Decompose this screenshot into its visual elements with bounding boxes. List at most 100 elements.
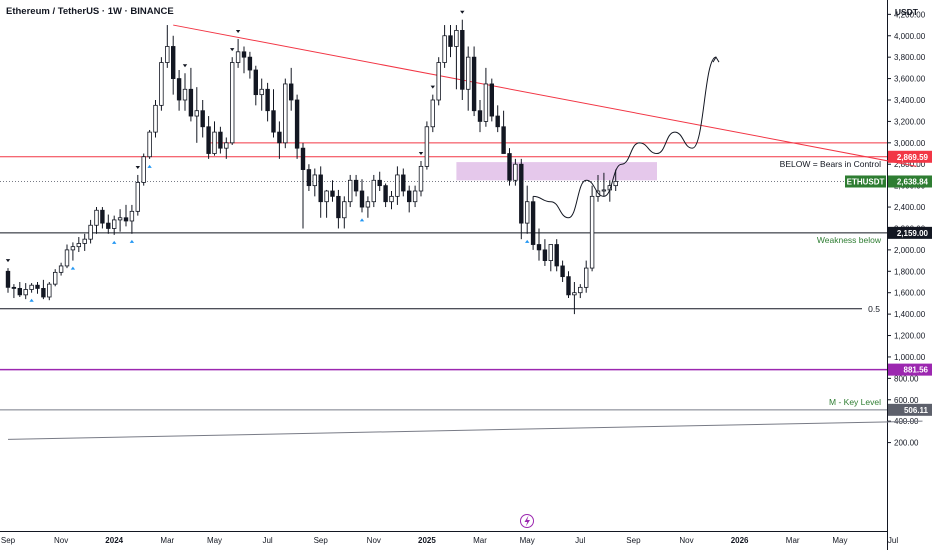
candle (589, 195, 595, 269)
lightning-bolt-glyph (524, 515, 530, 527)
x-tick-label: May (832, 536, 847, 545)
x-tick-label: Nov (679, 536, 693, 545)
sell-signal-marker (230, 48, 235, 52)
candle (265, 88, 270, 112)
buy-signal-marker (359, 218, 365, 222)
candle (471, 56, 477, 112)
candle (100, 209, 105, 224)
candle (306, 169, 312, 187)
buy-signal-marker (112, 240, 117, 244)
candle (436, 62, 441, 101)
candle (548, 244, 553, 261)
buy-signal-marker (29, 298, 34, 302)
candle (584, 267, 589, 288)
y-tick-label: 1,800.00 (894, 267, 926, 276)
x-tick-label: Mar (786, 536, 800, 545)
chart-title: Ethereum / TetherUS · 1W · BINANCE (6, 6, 174, 17)
candle (70, 246, 76, 251)
sell-signal-marker (460, 10, 465, 14)
candle (465, 56, 471, 90)
candle (430, 99, 435, 128)
candle (35, 284, 40, 289)
candle (176, 78, 182, 101)
fib-level-label: 0.5 (868, 304, 880, 314)
candle (117, 217, 123, 221)
x-tick-label: Mar (160, 536, 174, 545)
candle (448, 35, 453, 47)
symbol-tag-bg (845, 175, 886, 188)
y-tick-label: 1,600.00 (894, 289, 926, 298)
candle (82, 238, 87, 244)
price-tag-current-bg (888, 175, 932, 188)
candle (371, 179, 376, 203)
x-tick-label: Sep (1, 536, 16, 545)
candle (141, 156, 146, 183)
candle (112, 219, 117, 229)
weakness-below-annotation: Weakness below (817, 235, 882, 245)
candle (194, 110, 199, 117)
candle (53, 271, 58, 285)
x-tick-label: May (520, 536, 535, 545)
sell-signal-marker (5, 259, 11, 263)
candle (572, 292, 577, 296)
candle (460, 30, 465, 90)
candle (554, 244, 559, 267)
y-tick-label: 1,200.00 (894, 332, 926, 341)
candle (283, 83, 288, 144)
candle (318, 174, 323, 203)
candle (377, 179, 382, 187)
candle (418, 165, 424, 192)
candle (530, 201, 536, 245)
candle (23, 289, 28, 296)
candle (560, 265, 565, 278)
candle (277, 131, 282, 144)
candle (507, 153, 512, 181)
candle (483, 83, 489, 122)
candle (525, 201, 530, 224)
candle (147, 131, 152, 158)
candle (224, 142, 229, 149)
y-tick-label: 3,600.00 (894, 75, 926, 84)
candle (235, 51, 241, 63)
candle (383, 185, 388, 203)
candle (542, 249, 548, 261)
candle (247, 56, 253, 71)
sell-signal-marker (235, 29, 241, 33)
candle (5, 270, 11, 288)
x-tick-label: Mar (473, 536, 487, 545)
candle (336, 195, 341, 219)
candle (477, 110, 483, 122)
candle (359, 190, 365, 208)
candle (123, 217, 129, 222)
candle (47, 283, 52, 298)
candle (135, 182, 140, 212)
candle (342, 201, 347, 219)
descending-trendline[interactable] (173, 24, 917, 167)
candle (41, 288, 46, 298)
sell-signal-marker (135, 165, 140, 169)
price-tag-2159: 2,159.00 (897, 229, 929, 238)
candle (94, 209, 99, 226)
candle (241, 51, 247, 58)
y-tick-label: 1,000.00 (894, 353, 926, 362)
y-tick-label: 4,200.00 (894, 10, 926, 19)
candle (153, 104, 158, 133)
candle (578, 286, 583, 294)
candle (11, 286, 17, 289)
supply-zone (456, 162, 657, 181)
x-tick-label: Nov (54, 536, 68, 545)
sell-signal-marker (430, 85, 435, 89)
x-tick-label: Jul (262, 536, 272, 545)
x-tick-label: 2024 (105, 536, 123, 545)
price-tag-2869: 2,869.59 (897, 153, 929, 162)
candle (489, 83, 494, 117)
buy-signal-marker (129, 239, 135, 243)
y-tick-label: 2,000.00 (894, 246, 926, 255)
sell-signal-marker (418, 152, 424, 156)
candle (412, 190, 418, 203)
candle (253, 69, 258, 96)
y-tick-label: 1,400.00 (894, 310, 926, 319)
sell-signal-marker (182, 64, 188, 68)
